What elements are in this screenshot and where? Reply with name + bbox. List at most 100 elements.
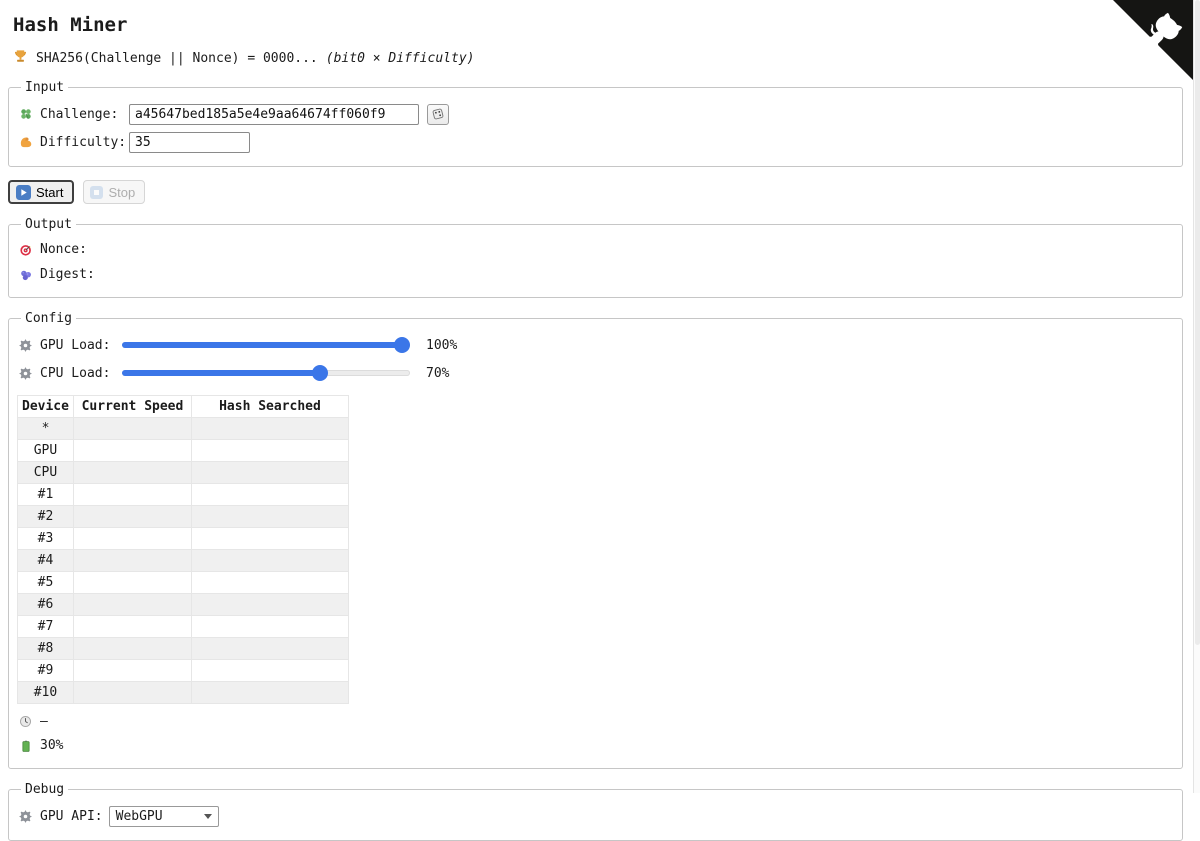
- table-cell: #8: [17, 637, 74, 660]
- nonce-row: Nonce:: [17, 239, 1174, 260]
- table-cell: [72, 615, 192, 638]
- debug-legend: Debug: [25, 782, 65, 797]
- slider-fill: [122, 342, 402, 348]
- table-row: GPU: [17, 439, 349, 462]
- table-cell: [190, 615, 349, 638]
- table-cell: [190, 659, 349, 682]
- table-row: #3: [17, 527, 349, 550]
- table-row: #7: [17, 615, 349, 638]
- stop-button-label: Stop: [108, 184, 136, 200]
- elapsed-row: –: [17, 712, 1174, 731]
- table-header-device: Device: [17, 395, 74, 418]
- table-cell: [190, 461, 349, 484]
- cpu-load-row: CPU Load: 70%: [17, 361, 1174, 385]
- table-cell: #9: [17, 659, 74, 682]
- random-challenge-button[interactable]: [427, 103, 449, 125]
- table-cell: [190, 571, 349, 594]
- page-title: Hash Miner: [13, 14, 128, 36]
- device-table-body: * GPU CPU #1 #2 #3 #4 #5 #6 #7 #8 #9 #10: [17, 417, 349, 704]
- input-legend: Input: [25, 80, 65, 95]
- table-cell: #3: [17, 527, 74, 550]
- berries-icon: [17, 268, 34, 282]
- table-cell: CPU: [17, 461, 74, 484]
- table-cell: #7: [17, 615, 74, 638]
- table-header-current-speed: Current Speed: [72, 395, 192, 418]
- battery-icon: [17, 739, 34, 753]
- table-cell: [72, 637, 192, 660]
- challenge-input[interactable]: [129, 103, 419, 125]
- table-row: #6: [17, 593, 349, 616]
- gpu-load-percent: 100%: [426, 337, 458, 353]
- table-row: #8: [17, 637, 349, 660]
- gpu-load-slider[interactable]: [122, 337, 410, 353]
- table-cell: [190, 483, 349, 506]
- table-cell: [72, 659, 192, 682]
- controls-row: Start Stop: [8, 180, 1183, 204]
- table-cell: [190, 505, 349, 528]
- stop-button[interactable]: Stop: [83, 180, 146, 204]
- scrollbar-thumb[interactable]: [1195, 0, 1200, 645]
- config-legend: Config: [25, 311, 72, 326]
- battery-row: 30%: [17, 736, 1174, 755]
- dart-target-icon: [17, 243, 34, 257]
- table-cell: [72, 439, 192, 462]
- gear-icon: [17, 366, 34, 380]
- table-row: #4: [17, 549, 349, 572]
- table-cell: [72, 461, 192, 484]
- table-cell: [190, 549, 349, 572]
- table-cell: [72, 417, 192, 440]
- subtitle-hint: (bit0 × Difficulty): [325, 51, 475, 66]
- clock-icon: [17, 715, 34, 728]
- game-die-icon: [431, 107, 445, 121]
- difficulty-label: Difficulty:: [40, 134, 127, 150]
- table-cell: [190, 593, 349, 616]
- start-button[interactable]: Start: [8, 180, 75, 204]
- gpu-api-select-value: WebGPU: [115, 808, 163, 824]
- gpu-api-label: GPU API:: [40, 808, 103, 824]
- table-row: CPU: [17, 461, 349, 484]
- digest-label: Digest:: [40, 267, 95, 282]
- gpu-load-row: GPU Load: 100%: [17, 333, 1174, 357]
- biceps-icon: [17, 135, 34, 149]
- gpu-load-label: GPU Load:: [40, 337, 111, 353]
- table-cell: [72, 505, 192, 528]
- digest-row: Digest:: [17, 264, 1174, 285]
- elapsed-value: –: [40, 714, 48, 729]
- table-cell: [72, 527, 192, 550]
- start-button-label: Start: [36, 184, 64, 200]
- subtitle-text: SHA256(Challenge || Nonce) = 0000...: [36, 51, 318, 66]
- nonce-label: Nonce:: [40, 242, 87, 257]
- output-legend: Output: [25, 217, 72, 232]
- table-row: #9: [17, 659, 349, 682]
- table-cell: #2: [17, 505, 74, 528]
- table-cell: *: [17, 417, 74, 440]
- slider-thumb[interactable]: [312, 365, 329, 381]
- table-header-hash-searched: Hash Searched: [190, 395, 349, 418]
- github-corner-link[interactable]: [1113, 0, 1193, 80]
- table-row: *: [17, 417, 349, 440]
- subtitle: SHA256(Challenge || Nonce) = 0000... (bi…: [13, 49, 1183, 68]
- table-row: #1: [17, 483, 349, 506]
- table-cell: [72, 483, 192, 506]
- difficulty-input[interactable]: [129, 131, 250, 153]
- scrollbar[interactable]: [1193, 0, 1200, 793]
- gear-icon: [17, 338, 34, 352]
- github-octocat-icon: [1113, 0, 1193, 80]
- table-row: #5: [17, 571, 349, 594]
- cpu-load-slider[interactable]: [122, 365, 410, 381]
- chevron-down-icon: [203, 813, 212, 819]
- slider-thumb[interactable]: [394, 337, 410, 353]
- table-cell: [72, 681, 192, 704]
- table-cell: [190, 417, 349, 440]
- device-table: Device Current Speed Hash Searched * GPU C…: [17, 395, 349, 704]
- table-cell: #10: [17, 681, 74, 704]
- config-section: Config GPU Load: 100% CPU Load:: [8, 311, 1183, 769]
- debug-section: Debug GPU API: WebGPU: [8, 782, 1183, 841]
- input-section: Input Challenge:: [8, 80, 1183, 167]
- trophy-icon: [13, 49, 28, 68]
- table-cell: [72, 549, 192, 572]
- difficulty-row: Difficulty:: [17, 130, 1174, 154]
- table-cell: #4: [17, 549, 74, 572]
- gpu-api-select[interactable]: WebGPU: [108, 805, 219, 827]
